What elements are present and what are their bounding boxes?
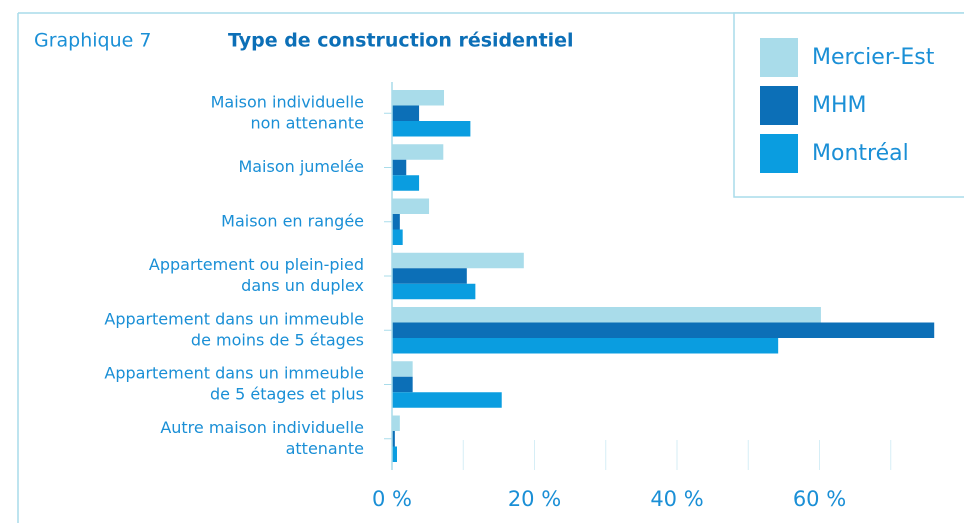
y-tick-label: non attenante [250, 113, 364, 132]
bar [392, 144, 444, 160]
bar [392, 392, 502, 408]
chart-label: Graphique 7 [34, 30, 151, 52]
bar [392, 415, 400, 431]
legend-label: MHM [812, 93, 867, 118]
bar [392, 214, 400, 230]
bar [392, 307, 821, 323]
y-tick-label: de 5 étages et plus [210, 385, 364, 404]
bar [392, 229, 403, 245]
bar [392, 252, 524, 269]
bar [392, 283, 476, 300]
y-tick-label: attenante [286, 439, 364, 458]
bar [392, 198, 430, 214]
bar [392, 175, 420, 191]
y-tick-label: dans un duplex [241, 276, 364, 295]
y-tick-label: Maison en rangée [221, 211, 364, 230]
legend-label: Montréal [812, 141, 909, 166]
y-tick-label: Appartement dans un immeuble [104, 364, 364, 383]
bar [392, 322, 935, 338]
x-tick-label: 20 % [508, 487, 561, 511]
legend-label: Mercier-Est [812, 45, 935, 70]
x-tick-label: 0 % [372, 487, 412, 511]
bar [392, 121, 471, 137]
bar [392, 105, 420, 121]
x-tick-label: 40 % [650, 487, 703, 511]
y-tick-label: Autre maison individuelle [160, 418, 364, 437]
bar [392, 90, 445, 106]
chart-title: Type de construction résidentiel [228, 30, 574, 52]
bar [392, 338, 779, 354]
bar [392, 446, 397, 462]
bar [392, 376, 413, 393]
bar [392, 431, 395, 447]
x-tick-label: 60 % [793, 487, 846, 511]
legend-swatch [760, 134, 798, 173]
y-tick-label: Maison jumelée [238, 157, 364, 176]
y-tick-label: Appartement dans un immeuble [104, 309, 364, 328]
bar [392, 159, 407, 176]
y-tick-label: de moins de 5 étages [191, 330, 364, 349]
y-tick-label: Maison individuelle [211, 92, 364, 111]
bar [392, 268, 467, 284]
bar [392, 361, 413, 377]
legend-swatch [760, 86, 798, 125]
legend-swatch [760, 38, 798, 77]
y-tick-label: Appartement ou plein-pied [149, 255, 364, 274]
